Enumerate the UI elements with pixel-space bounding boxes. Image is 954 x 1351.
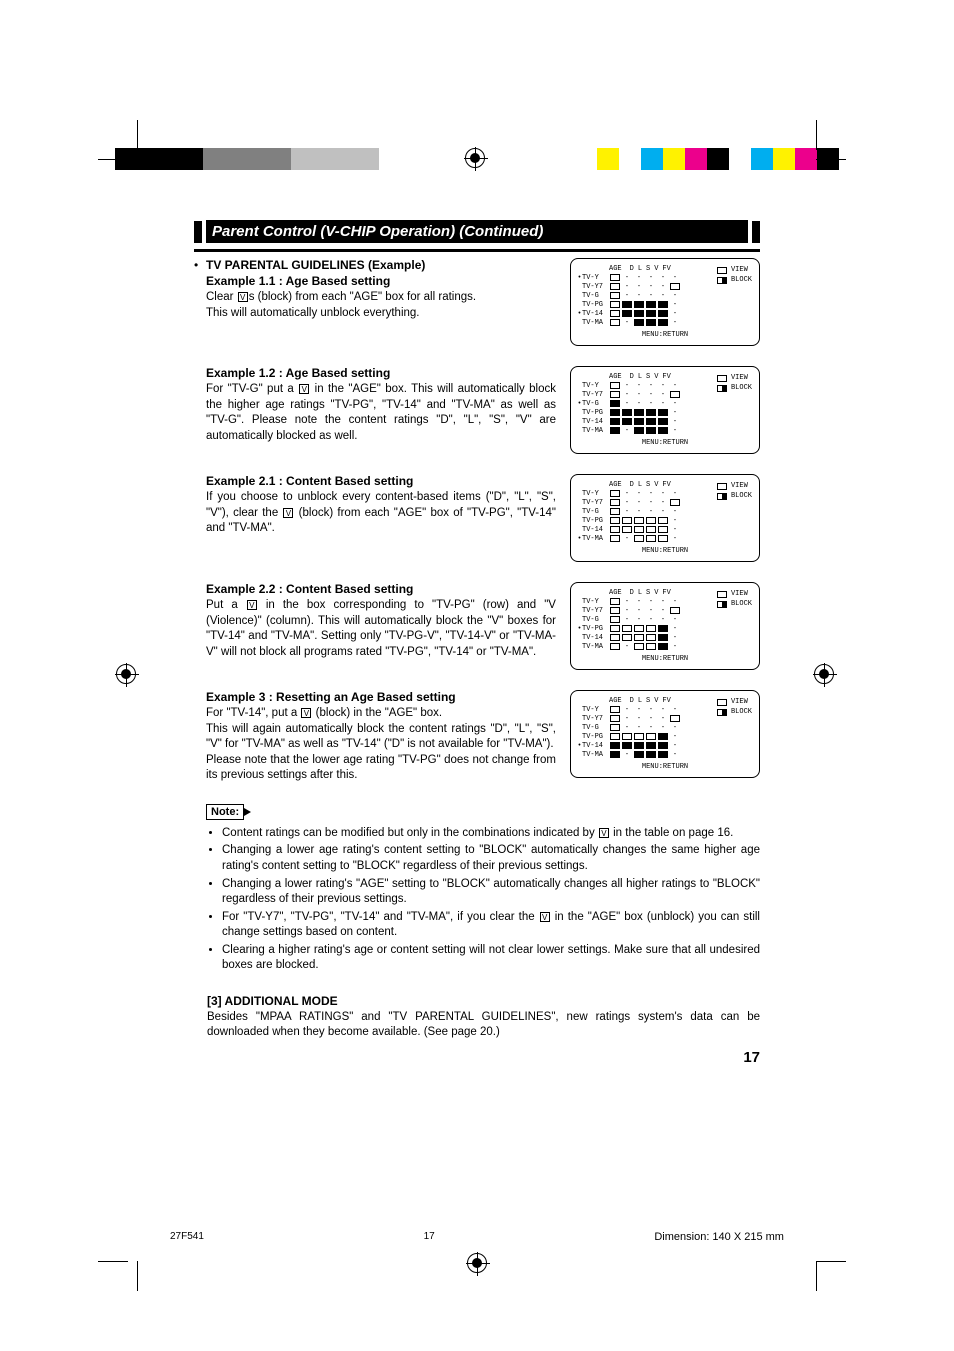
rating-grid-3: AGEDLSVFV TV-Y----- TV-Y7---- TV-G----- … bbox=[570, 690, 760, 784]
note-item: Clearing a higher rating's age or conten… bbox=[222, 943, 760, 974]
crop-mark bbox=[98, 120, 138, 160]
example-body: Put a V in the box corresponding to "TV-… bbox=[206, 598, 556, 660]
example-body: For "TV-G" put a V in the "AGE" box. Thi… bbox=[206, 382, 556, 444]
example-title: Example 1.2 : Age Based setting bbox=[206, 366, 556, 380]
example-title: Example 3 : Resetting an Age Based setti… bbox=[206, 690, 556, 704]
rating-grid-2-2: AGEDLSVFV TV-Y----- TV-Y7---- TV-G----- … bbox=[570, 582, 760, 670]
registration-mark-right bbox=[814, 664, 838, 688]
rating-grid-1-1: AGEDLSVFV •TV-Y----- TV-Y7---- TV-G-----… bbox=[570, 258, 760, 346]
footer-model: 27F541 bbox=[170, 1231, 204, 1243]
registration-mark-left bbox=[116, 664, 140, 688]
title-bar: Parent Control (V-CHIP Operation) (Conti… bbox=[194, 220, 760, 243]
section-example-1-2: Example 1.2 : Age Based setting For "TV-… bbox=[194, 366, 760, 454]
v-box-icon: V bbox=[283, 508, 293, 518]
color-bars-left bbox=[115, 148, 379, 170]
color-bars-right bbox=[597, 148, 839, 170]
note-item: For "TV-Y7", "TV-PG", "TV-14" and "TV-MA… bbox=[222, 910, 760, 941]
v-box-icon: V bbox=[301, 708, 311, 718]
note-item: Content ratings can be modified but only… bbox=[222, 826, 760, 842]
footer-meta: 27F541 17 Dimension: 140 X 215 mm bbox=[170, 1231, 784, 1243]
additional-mode-section: [3] ADDITIONAL MODE Besides "MPAA RATING… bbox=[194, 994, 760, 1041]
v-box-icon: V bbox=[238, 292, 248, 302]
page-content: Parent Control (V-CHIP Operation) (Conti… bbox=[194, 220, 760, 1066]
example-title: Example 2.1 : Content Based setting bbox=[206, 474, 556, 488]
section-example-2-1: Example 2.1 : Content Based setting If y… bbox=[194, 474, 760, 562]
footer-dimension: Dimension: 140 X 215 mm bbox=[654, 1231, 784, 1243]
guidelines-subtitle: TV PARENTAL GUIDELINES (Example) bbox=[206, 258, 476, 272]
example-title: Example 2.2 : Content Based setting bbox=[206, 582, 556, 596]
crop-mark bbox=[816, 120, 856, 160]
section-example-2-2: Example 2.2 : Content Based setting Put … bbox=[194, 582, 760, 670]
registration-mark-top bbox=[465, 148, 489, 172]
page-number: 17 bbox=[194, 1049, 760, 1066]
note-label: Note: bbox=[206, 804, 244, 820]
additional-mode-title: [3] ADDITIONAL MODE bbox=[207, 994, 760, 1008]
page-title: Parent Control (V-CHIP Operation) (Conti… bbox=[206, 220, 748, 243]
v-box-icon: V bbox=[247, 600, 257, 610]
section-example-3: Example 3 : Resetting an Age Based setti… bbox=[194, 690, 760, 784]
section-example-1-1: • TV PARENTAL GUIDELINES (Example) Examp… bbox=[194, 258, 760, 346]
example-title: Example 1.1 : Age Based setting bbox=[206, 274, 476, 288]
footer-page: 17 bbox=[424, 1231, 435, 1243]
notes-section: Note: Content ratings can be modified bu… bbox=[194, 804, 760, 974]
example-body: For "TV-14", put a V (block) in the "AGE… bbox=[206, 706, 556, 784]
additional-mode-body: Besides "MPAA RATINGS" and "TV PARENTAL … bbox=[207, 1010, 760, 1041]
rating-grid-2-1: AGEDLSVFV TV-Y----- TV-Y7---- TV-G----- … bbox=[570, 474, 760, 562]
example-body: Clear Vs (block) from each "AGE" box for… bbox=[206, 290, 476, 321]
crop-mark bbox=[816, 1261, 856, 1301]
rating-grid-1-2: AGEDLSVFV TV-Y----- TV-Y7---- •TV-G-----… bbox=[570, 366, 760, 454]
example-body: If you choose to unblock every content-b… bbox=[206, 490, 556, 537]
note-item: Changing a lower rating's "AGE" setting … bbox=[222, 877, 760, 908]
registration-mark-bottom bbox=[467, 1253, 487, 1273]
note-item: Changing a lower age rating's content se… bbox=[222, 843, 760, 874]
v-box-icon: V bbox=[299, 384, 309, 394]
crop-mark bbox=[98, 1261, 138, 1301]
